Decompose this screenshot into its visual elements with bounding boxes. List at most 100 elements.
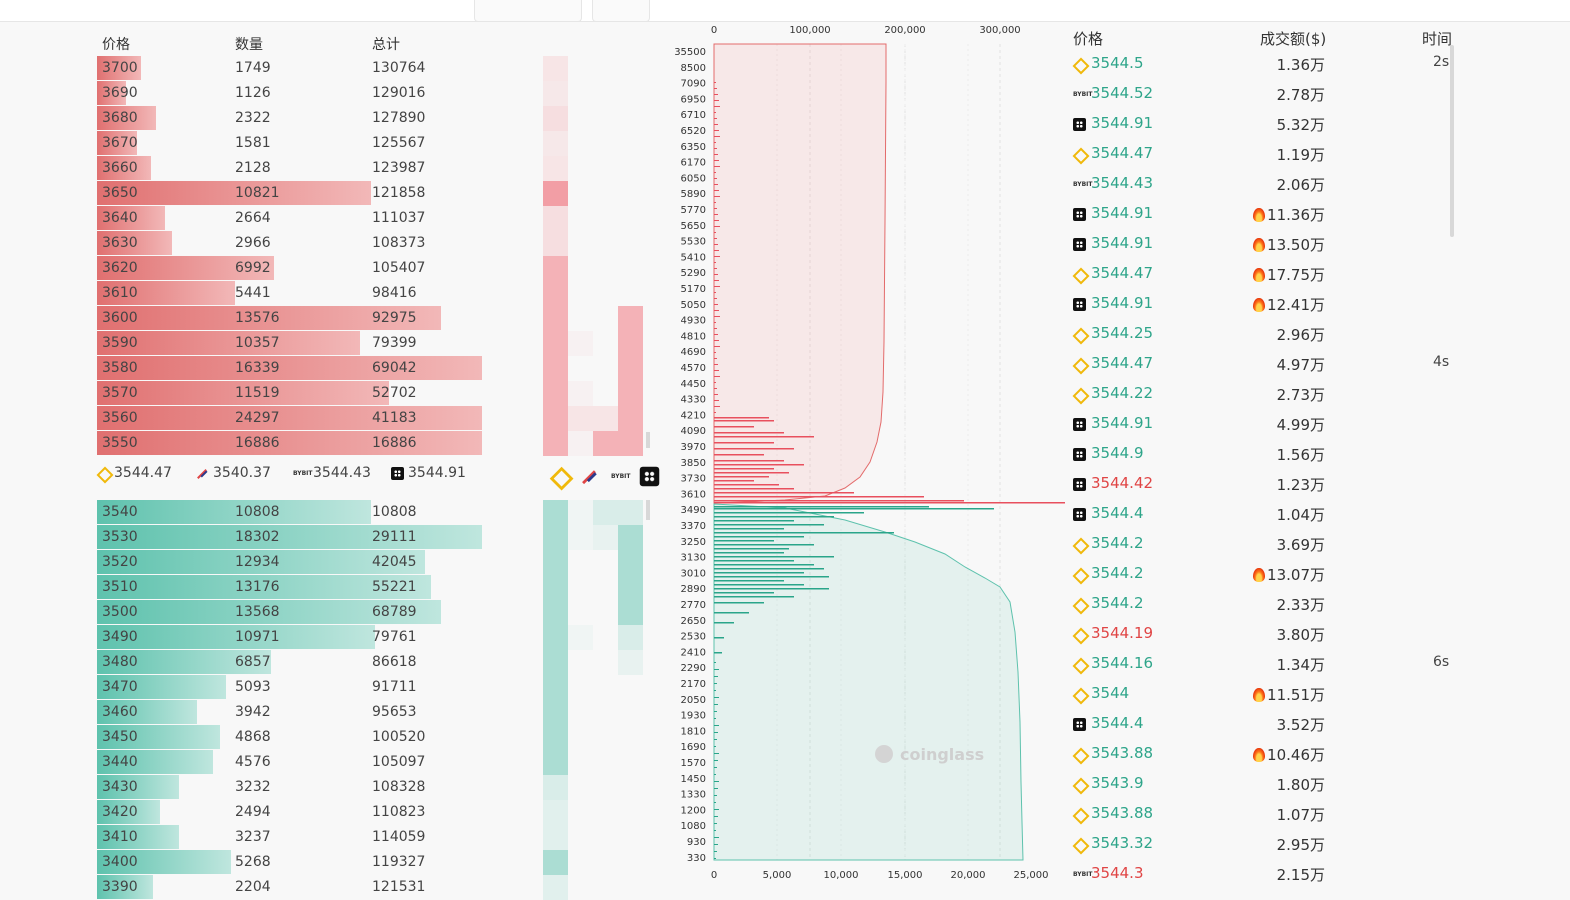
ask-row[interactable]: 3550 16886 16886 <box>97 431 482 456</box>
price-cell: 3460 <box>102 704 138 720</box>
ask-order-bar <box>714 190 719 191</box>
trade-amount: 1.23万 <box>1277 474 1325 495</box>
trade-amount-value: 1.23万 <box>1276 476 1325 494</box>
bid-row[interactable]: 3450 4868 100520 <box>97 725 482 750</box>
trade-row[interactable]: 3543.88 10.46万 <box>1070 739 1460 769</box>
trade-row[interactable]: 3544.91 4.99万 <box>1070 409 1460 439</box>
trade-row[interactable]: 3543.32 2.95万 <box>1070 829 1460 859</box>
toolbar-button[interactable] <box>474 0 582 22</box>
total-cell: 55221 <box>372 579 417 595</box>
ask-row[interactable]: 3610 5441 98416 <box>97 281 482 306</box>
trade-row[interactable]: 3544 11.51万 <box>1070 679 1460 709</box>
trade-row[interactable]: 3544.91 5.32万 <box>1070 109 1460 139</box>
price-header: 价格 <box>102 37 130 53</box>
ask-row[interactable]: 3700 1749 130764 <box>97 56 482 81</box>
bid-row[interactable]: 3460 3942 95653 <box>97 700 482 725</box>
bid-row[interactable]: 3540 10808 10808 <box>97 500 482 525</box>
trade-row[interactable]: BYBIT 3544.43 2.06万 <box>1070 169 1460 199</box>
bid-row[interactable]: 3430 3232 108328 <box>97 775 482 800</box>
ask-order-bar <box>714 496 924 498</box>
binance-icon <box>1073 658 1086 671</box>
trade-row[interactable]: 3544.91 12.41万 <box>1070 289 1460 319</box>
filter-binance[interactable] <box>548 465 570 487</box>
trade-amount: 1.07万 <box>1277 804 1325 825</box>
scrollbar[interactable] <box>646 432 650 448</box>
trade-row[interactable]: BYBIT 3544.52 2.78万 <box>1070 79 1460 109</box>
trade-row[interactable]: 3544.91 13.50万 <box>1070 229 1460 259</box>
trade-row[interactable]: 3544.47 17.75万 <box>1070 259 1460 289</box>
trade-row[interactable]: 3543.9 1.80万 <box>1070 769 1460 799</box>
ask-row[interactable]: 3640 2664 111037 <box>97 206 482 231</box>
ask-row[interactable]: 3570 11519 52702 <box>97 381 482 406</box>
ask-row[interactable]: 3590 10357 79399 <box>97 331 482 356</box>
filter-okx[interactable] <box>638 465 660 487</box>
ask-row[interactable]: 3560 24297 41183 <box>97 406 482 431</box>
ask-row[interactable]: 3630 2966 108373 <box>97 231 482 256</box>
filter-coinbase[interactable] <box>578 465 600 487</box>
scrollbar[interactable] <box>646 500 650 520</box>
ask-row[interactable]: 3600 13576 92975 <box>97 306 482 331</box>
bid-row[interactable]: 3490 10971 79761 <box>97 625 482 650</box>
trade-row[interactable]: 3544.4 1.04万 <box>1070 499 1460 529</box>
ask-row[interactable]: 3580 16339 69042 <box>97 356 482 381</box>
trade-row[interactable]: 3544.47 1.19万 <box>1070 139 1460 169</box>
ask-row[interactable]: 3680 2322 127890 <box>97 106 482 131</box>
price-axis-tick: 3010 <box>681 568 706 579</box>
ask-row[interactable]: 3650 10821 121858 <box>97 181 482 206</box>
bid-row[interactable]: 3530 18302 29111 <box>97 525 482 550</box>
trade-row[interactable]: 3544.19 3.80万 <box>1070 619 1460 649</box>
trades-scrollbar[interactable] <box>1450 45 1454 237</box>
trade-row[interactable]: 3543.88 1.07万 <box>1070 799 1460 829</box>
bid-row[interactable]: 3410 3237 114059 <box>97 825 482 850</box>
trade-row[interactable]: BYBIT 3544.3 2.15万 <box>1070 859 1460 889</box>
trade-row[interactable]: 3544.2 13.07万 <box>1070 559 1460 589</box>
bid-depth-area <box>713 503 1024 861</box>
top-axis-tick: 0 <box>711 25 717 36</box>
bid-row[interactable]: 3480 6857 86618 <box>97 650 482 675</box>
binance-icon <box>1073 778 1086 791</box>
ask-order-bar <box>714 88 717 89</box>
trade-row[interactable]: 3544.22 2.73万 <box>1070 379 1460 409</box>
ask-row[interactable]: 3670 1581 125567 <box>97 131 482 156</box>
bid-row[interactable]: 3520 12934 42045 <box>97 550 482 575</box>
bid-row[interactable]: 3500 13568 68789 <box>97 600 482 625</box>
okx-icon <box>1073 118 1086 131</box>
trade-row[interactable]: 3544.9 1.56万 <box>1070 439 1460 469</box>
ask-order-bar <box>714 178 717 179</box>
watermark: coinglass <box>900 745 984 764</box>
bid-order-bar <box>714 718 716 719</box>
toolbar-button[interactable] <box>592 0 650 22</box>
okx-icon <box>1073 478 1086 491</box>
trade-row[interactable]: 3544.47 4.97万 4s <box>1070 349 1460 379</box>
trade-row[interactable]: 3544.2 2.33万 <box>1070 589 1460 619</box>
bid-row[interactable]: 3400 5268 119327 <box>97 850 482 875</box>
trade-row[interactable]: 3544.2 3.69万 <box>1070 529 1460 559</box>
trade-row[interactable]: 3544.42 1.23万 <box>1070 469 1460 499</box>
trade-row[interactable]: 3544.91 11.36万 <box>1070 199 1460 229</box>
bid-order-bar <box>714 858 716 859</box>
qty-cell: 16339 <box>235 360 280 376</box>
bid-row[interactable]: 3470 5093 91711 <box>97 675 482 700</box>
bid-row[interactable]: 3390 2204 121531 <box>97 875 482 900</box>
price-axis-tick: 4090 <box>681 426 706 437</box>
trade-amount-value: 12.41万 <box>1267 296 1325 314</box>
price-cell: 3610 <box>102 285 138 301</box>
bid-row[interactable]: 3420 2494 110823 <box>97 800 482 825</box>
trade-price: 3544.43 <box>1091 174 1154 192</box>
trade-row[interactable]: 3544.16 1.34万 6s <box>1070 649 1460 679</box>
ask-row[interactable]: 3690 1126 129016 <box>97 81 482 106</box>
trade-row[interactable]: 3544.4 3.52万 <box>1070 709 1460 739</box>
bid-row[interactable]: 3510 13176 55221 <box>97 575 482 600</box>
ask-row[interactable]: 3660 2128 123987 <box>97 156 482 181</box>
bottom-axis-tick: 25,000 <box>1014 870 1049 881</box>
total-header: 总计 <box>372 37 400 53</box>
trade-row[interactable]: 3544.25 2.96万 <box>1070 319 1460 349</box>
bid-order-bar <box>714 520 794 522</box>
bid-row[interactable]: 3440 4576 105097 <box>97 750 482 775</box>
bid-order-bar <box>714 704 718 705</box>
trade-row[interactable]: 3544.5 1.36万 2s <box>1070 49 1460 79</box>
ask-row[interactable]: 3620 6992 105407 <box>97 256 482 281</box>
trade-amount-value: 17.75万 <box>1267 266 1325 284</box>
filter-bybit[interactable]: BYBIT <box>608 465 631 487</box>
okx-icon <box>1073 298 1086 311</box>
